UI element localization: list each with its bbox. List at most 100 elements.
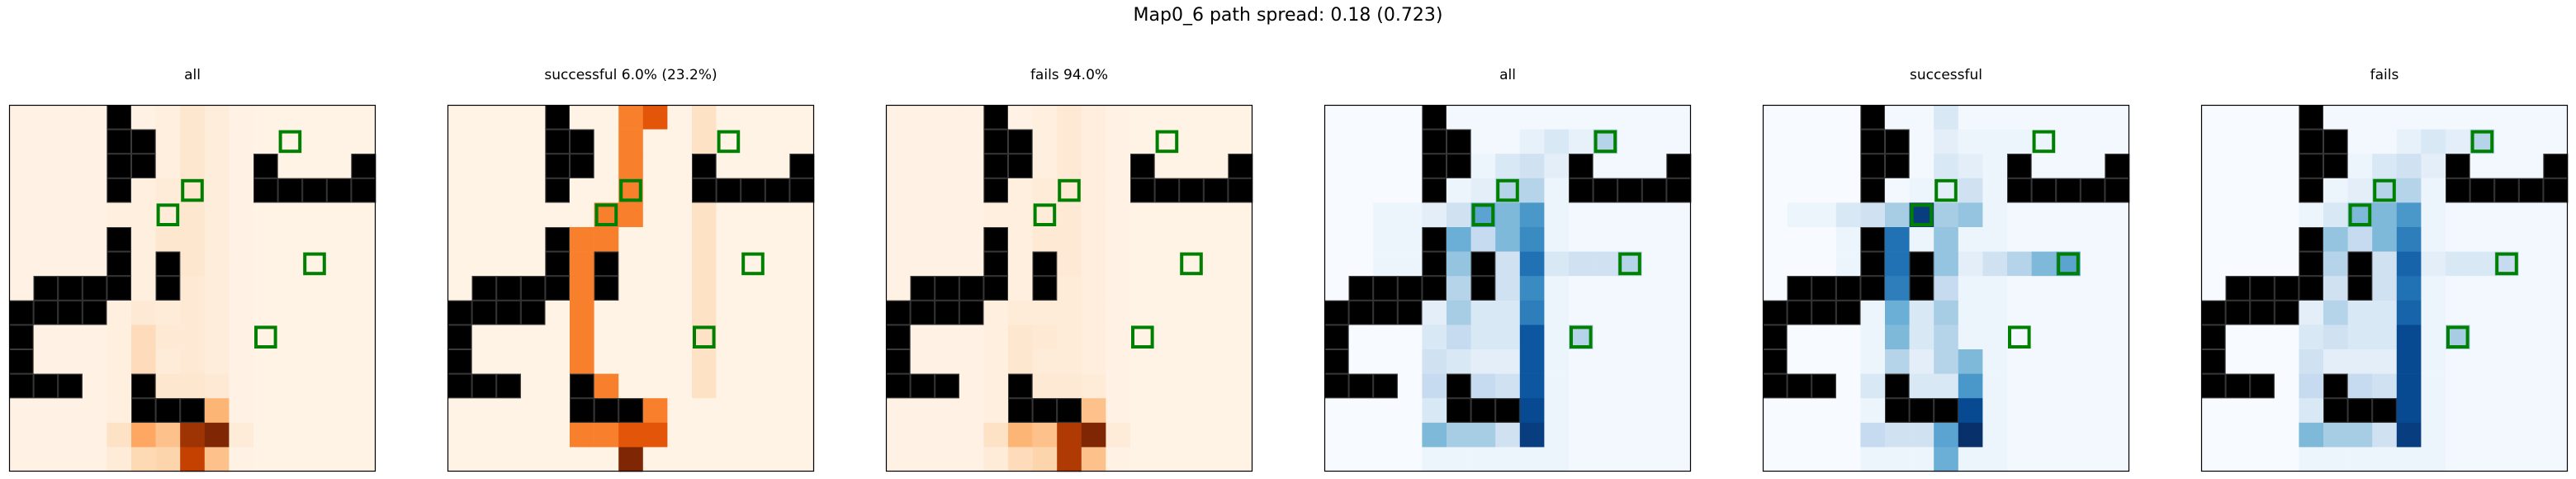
heat-cell (1958, 422, 1983, 448)
heat-cell (959, 178, 984, 203)
heat-cell (1982, 276, 2008, 301)
wall-cell-edge (983, 178, 1009, 203)
heat-cell (302, 349, 328, 374)
heat-cell (1324, 447, 1349, 472)
heat-cell (1495, 325, 1521, 350)
heat-cell (471, 349, 497, 374)
heat-cell (692, 373, 717, 399)
wall-cell (2105, 154, 2130, 179)
heat-cell (131, 325, 156, 350)
heat-cell (2543, 202, 2569, 228)
heat-cell (2299, 447, 2324, 472)
wall-cell-edge (1348, 276, 1374, 301)
heat-cell (618, 154, 644, 179)
goal-marker (181, 178, 204, 202)
heat-cell (1982, 349, 2008, 374)
heat-cell (1617, 300, 1643, 325)
heat-cell (1032, 325, 1058, 350)
heat-cell (2347, 178, 2373, 203)
heat-cell (2299, 422, 2324, 448)
heat-cell (2201, 105, 2226, 130)
wall-cell (2225, 300, 2251, 325)
wall-cell (1787, 276, 1812, 301)
heat-cell (2543, 447, 2569, 472)
heat-cell (1787, 447, 1812, 472)
heat-cell (2543, 129, 2569, 154)
heat-cell (1934, 325, 1959, 350)
heat-cell (131, 300, 156, 325)
heat-cell (1203, 154, 1229, 179)
wall-cell (1470, 251, 1496, 277)
wall-cell (1422, 178, 1447, 203)
heat-cell (2347, 325, 2373, 350)
wall-cell-edge (1811, 373, 1836, 399)
wall-cell-edge (1179, 178, 1204, 203)
goal-marker (1033, 203, 1057, 227)
wall-cell-edge (1008, 154, 1033, 178)
heat-cell (2299, 325, 2324, 350)
heat-cell (2396, 325, 2422, 350)
heat-cell (1835, 447, 1861, 472)
heat-cell (180, 300, 206, 325)
heat-cell (2421, 251, 2446, 277)
wall-cell-edge (1008, 373, 1033, 399)
heat-cell (1397, 129, 1423, 154)
heat-cell (545, 447, 571, 472)
goal-marker (303, 252, 326, 276)
wall-cell (1666, 178, 1692, 203)
heat-cell (1154, 325, 1180, 350)
heat-cell (642, 373, 668, 399)
wall-cell-edge (983, 276, 1009, 301)
heat-cell (229, 300, 254, 325)
heat-cell (741, 154, 766, 179)
heat-cell (765, 398, 790, 424)
wall-cell (2299, 251, 2324, 277)
goal-marker (1180, 252, 1203, 276)
wall-cell-edge (2299, 129, 2324, 154)
heat-cell (1495, 373, 1521, 399)
heat-cell (1860, 300, 1886, 325)
heat-cell (1835, 251, 1861, 277)
wall-cell-edge (520, 276, 546, 301)
heat-cell (277, 300, 303, 325)
heat-cell (545, 398, 571, 424)
heat-cell (2201, 251, 2226, 277)
heat-cell (2250, 202, 2275, 228)
heat-cell (2299, 202, 2324, 228)
wall-cell (1909, 251, 1934, 277)
heat-cell (2421, 276, 2446, 301)
wall-cell (789, 178, 815, 203)
heat-cell (1422, 398, 1447, 424)
heat-cell (2031, 349, 2057, 374)
heat-cell (570, 202, 594, 228)
heat-cell (2494, 105, 2520, 130)
heat-cell (618, 251, 644, 277)
heat-cell (1569, 129, 1593, 154)
heat-cell (1885, 178, 1910, 203)
heat-cell (1666, 129, 1692, 154)
heat-cell (1470, 129, 1496, 154)
heat-cell (716, 154, 741, 179)
wall-cell-edge (58, 276, 83, 301)
heat-cell (618, 202, 644, 228)
wall-cell-edge (2031, 178, 2057, 203)
wall-cell (1835, 300, 1861, 325)
heat-cell (1447, 447, 1471, 472)
heat-cell (1593, 325, 1618, 350)
heat-cell (351, 300, 376, 325)
heat-cell (9, 154, 34, 179)
heat-cell (1593, 105, 1618, 130)
heat-cell (1057, 447, 1082, 472)
heat-cell (642, 202, 668, 228)
wall-cell-edge (910, 276, 935, 301)
wall-cell-edge (496, 276, 521, 301)
heat-cell (1324, 422, 1349, 448)
heat-cell (1373, 178, 1399, 203)
heat-cell (2323, 227, 2348, 252)
heat-cell (1470, 325, 1496, 350)
heat-cell (2543, 251, 2569, 277)
heat-cell (1544, 325, 1570, 350)
heat-cell (302, 300, 328, 325)
heat-cell (204, 251, 230, 277)
heat-cell (692, 300, 717, 325)
